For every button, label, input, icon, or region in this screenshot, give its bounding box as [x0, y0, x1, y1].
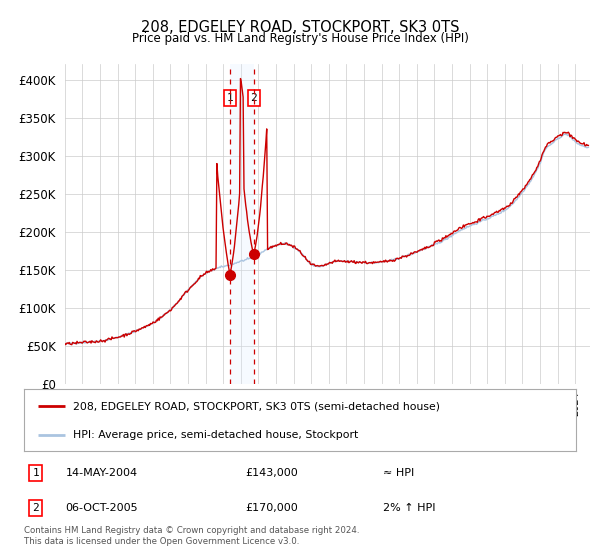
Text: 1: 1: [226, 93, 233, 103]
Text: Contains HM Land Registry data © Crown copyright and database right 2024.
This d: Contains HM Land Registry data © Crown c…: [24, 526, 359, 546]
Text: 1: 1: [32, 468, 39, 478]
Text: 208, EDGELEY ROAD, STOCKPORT, SK3 0TS: 208, EDGELEY ROAD, STOCKPORT, SK3 0TS: [141, 20, 459, 35]
Text: 2: 2: [251, 93, 257, 103]
Text: £143,000: £143,000: [245, 468, 298, 478]
Text: £170,000: £170,000: [245, 503, 298, 513]
Text: 208, EDGELEY ROAD, STOCKPORT, SK3 0TS (semi-detached house): 208, EDGELEY ROAD, STOCKPORT, SK3 0TS (s…: [73, 402, 440, 412]
Text: ≈ HPI: ≈ HPI: [383, 468, 414, 478]
Text: 14-MAY-2004: 14-MAY-2004: [65, 468, 137, 478]
Text: 06-OCT-2005: 06-OCT-2005: [65, 503, 138, 513]
Text: 2: 2: [32, 503, 39, 513]
Text: 2% ↑ HPI: 2% ↑ HPI: [383, 503, 436, 513]
Text: HPI: Average price, semi-detached house, Stockport: HPI: Average price, semi-detached house,…: [73, 431, 358, 440]
Text: Price paid vs. HM Land Registry's House Price Index (HPI): Price paid vs. HM Land Registry's House …: [131, 32, 469, 45]
Bar: [230, 64, 254, 384]
